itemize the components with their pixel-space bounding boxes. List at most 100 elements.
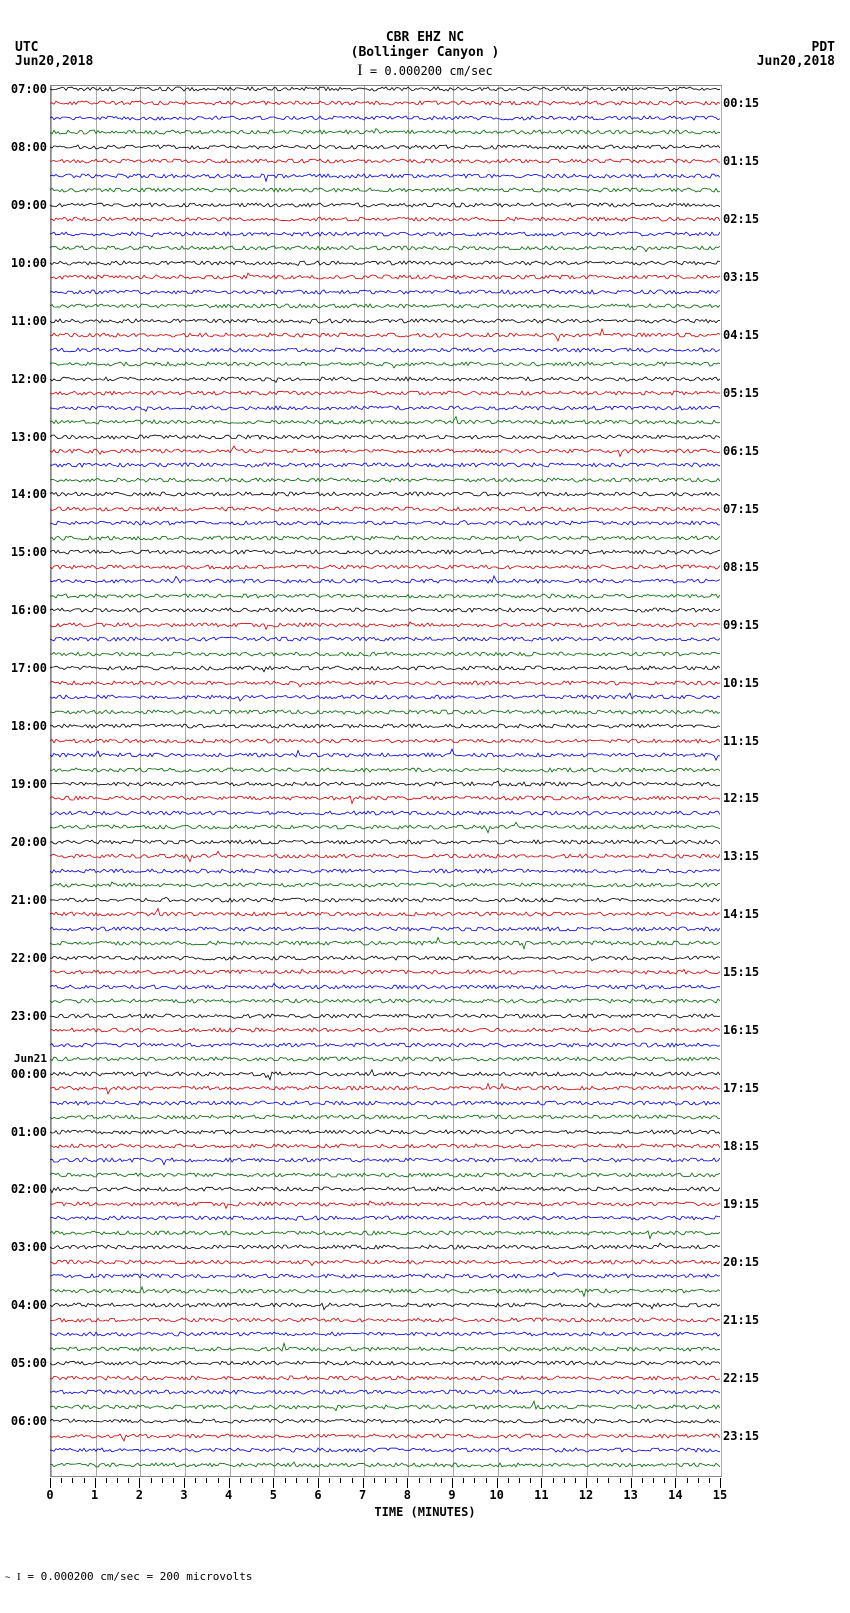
seismic-trace: [50, 777, 720, 791]
x-tick-label: 6: [314, 1488, 321, 1502]
x-tick-minor: [307, 1478, 308, 1483]
seismic-trace: [50, 1385, 720, 1399]
x-tick-minor: [564, 1478, 565, 1483]
x-tick-minor: [653, 1478, 654, 1483]
pdt-hour-label: 14:15: [723, 907, 759, 921]
utc-hour-label: 13:00: [11, 430, 47, 444]
seismic-trace: [50, 1023, 720, 1037]
x-tick-major: [95, 1478, 96, 1488]
pdt-hour-label: 19:15: [723, 1197, 759, 1211]
utc-hour-label: 22:00: [11, 951, 47, 965]
seismic-trace: [50, 343, 720, 357]
pdt-hour-label: 04:15: [723, 328, 759, 342]
x-tick-minor: [430, 1478, 431, 1483]
seismic-trace: [50, 1414, 720, 1428]
x-tick-minor: [173, 1478, 174, 1483]
seismic-trace: [50, 994, 720, 1008]
seismic-trace: [50, 936, 720, 950]
seismic-trace: [50, 560, 720, 574]
utc-hour-label: 19:00: [11, 777, 47, 791]
seismic-trace: [50, 415, 720, 429]
seismic-trace: [50, 1211, 720, 1225]
x-tick-major: [229, 1478, 230, 1488]
utc-hour-label: 09:00: [11, 198, 47, 212]
x-tick-minor: [340, 1478, 341, 1483]
x-tick-label: 13: [623, 1488, 637, 1502]
date-left: Jun20,2018: [15, 54, 93, 69]
utc-hour-label: 11:00: [11, 314, 47, 328]
pdt-hour-label: 12:15: [723, 791, 759, 805]
x-tick-minor: [218, 1478, 219, 1483]
x-tick-major: [541, 1478, 542, 1488]
pdt-hour-label: 17:15: [723, 1081, 759, 1095]
x-tick-minor: [698, 1478, 699, 1483]
x-tick-label: 3: [180, 1488, 187, 1502]
seismic-trace: [50, 314, 720, 328]
x-tick-label: 0: [46, 1488, 53, 1502]
x-tick-minor: [352, 1478, 353, 1483]
date-right: Jun20,2018: [757, 54, 835, 69]
x-tick-minor: [396, 1478, 397, 1483]
x-tick-major: [139, 1478, 140, 1488]
seismic-trace: [50, 1458, 720, 1472]
seismic-trace: [50, 1096, 720, 1110]
seismic-trace: [50, 763, 720, 777]
seismic-trace: [50, 603, 720, 617]
x-tick-major: [184, 1478, 185, 1488]
x-tick-minor: [106, 1478, 107, 1483]
footer-scale: ~ I = 0.000200 cm/sec = 200 microvolts: [5, 1570, 253, 1583]
footer-text: = 0.000200 cm/sec = 200 microvolts: [27, 1570, 252, 1583]
utc-hour-label: 02:00: [11, 1182, 47, 1196]
seismic-trace: [50, 705, 720, 719]
x-tick-minor: [117, 1478, 118, 1483]
seismic-trace: [50, 864, 720, 878]
pdt-hour-label: 15:15: [723, 965, 759, 979]
seismic-trace: [50, 169, 720, 183]
pdt-hour-label: 11:15: [723, 734, 759, 748]
seismic-trace: [50, 878, 720, 892]
pdt-hour-label: 18:15: [723, 1139, 759, 1153]
seismic-trace: [50, 1052, 720, 1066]
seismic-trace: [50, 1067, 720, 1081]
title-line1: CBR EHZ NC: [0, 30, 850, 45]
seismic-trace: [50, 82, 720, 96]
utc-hour-label: 04:00: [11, 1298, 47, 1312]
seismic-trace: [50, 299, 720, 313]
pdt-hour-label: 07:15: [723, 502, 759, 516]
x-tick-minor: [608, 1478, 609, 1483]
seismic-trace: [50, 183, 720, 197]
seismic-trace: [50, 574, 720, 588]
x-tick-label: 12: [579, 1488, 593, 1502]
scale-text: = 0.000200 cm/sec: [370, 64, 493, 78]
x-tick-minor: [486, 1478, 487, 1483]
pdt-hour-label: 03:15: [723, 270, 759, 284]
utc-hour-label: 12:00: [11, 372, 47, 386]
x-tick-major: [675, 1478, 676, 1488]
x-tick-minor: [72, 1478, 73, 1483]
seismic-trace: [50, 907, 720, 921]
seismic-trace: [50, 212, 720, 226]
seismic-trace: [50, 719, 720, 733]
x-tick-major: [631, 1478, 632, 1488]
x-tick-minor: [687, 1478, 688, 1483]
x-tick-label: 5: [270, 1488, 277, 1502]
x-axis-title: TIME (MINUTES): [374, 1505, 475, 1519]
x-tick-label: 9: [448, 1488, 455, 1502]
seismic-trace: [50, 502, 720, 516]
x-tick-major: [318, 1478, 319, 1488]
utc-hour-label: 05:00: [11, 1356, 47, 1370]
x-tick-minor: [128, 1478, 129, 1483]
seismic-trace: [50, 1269, 720, 1283]
x-tick-minor: [508, 1478, 509, 1483]
seismic-trace: [50, 372, 720, 386]
x-tick-minor: [195, 1478, 196, 1483]
x-tick-label: 7: [359, 1488, 366, 1502]
title-line2: (Bollinger Canyon ): [0, 45, 850, 60]
x-tick-label: 1: [91, 1488, 98, 1502]
x-tick-minor: [441, 1478, 442, 1483]
x-tick-minor: [709, 1478, 710, 1483]
utc-hour-label: 18:00: [11, 719, 47, 733]
x-tick-major: [497, 1478, 498, 1488]
grid-line-vertical: [721, 86, 722, 1476]
x-tick-label: 11: [534, 1488, 548, 1502]
